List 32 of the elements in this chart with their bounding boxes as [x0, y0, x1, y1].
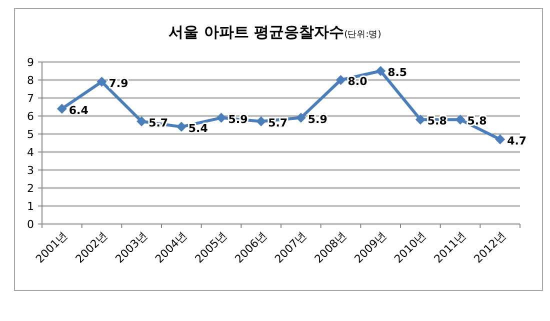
data-label: 5.8 [467, 114, 487, 128]
point [216, 112, 226, 123]
chart-subtitle: (단위:명) [344, 30, 382, 40]
point [415, 114, 426, 125]
y-tick-label: 3 [27, 164, 34, 177]
y-tick-label: 4 [27, 146, 34, 159]
data-label: 4.7 [507, 134, 527, 148]
y-tick-label: 0 [27, 218, 34, 231]
chart-title: 서울 아파트 평균응찰자수 [168, 23, 344, 41]
y-tick-label: 1 [27, 200, 34, 213]
data-label: 5.9 [308, 112, 328, 126]
point [455, 114, 466, 125]
y-tick-label: 5 [27, 128, 34, 141]
y-tick-label: 9 [27, 56, 34, 69]
data-label: 8.0 [348, 75, 368, 88]
data-label: 7.9 [108, 76, 128, 90]
point [336, 75, 346, 85]
y-tick-label: 7 [27, 92, 34, 105]
point [136, 116, 147, 126]
y-tick-label: 2 [27, 182, 34, 195]
point [96, 76, 107, 87]
data-label: 8.5 [388, 66, 408, 79]
point [376, 66, 386, 76]
point [176, 122, 186, 132]
point [256, 116, 266, 126]
point [495, 134, 506, 144]
data-label: 6.4 [68, 104, 89, 117]
point [296, 112, 306, 123]
point [56, 104, 67, 114]
y-tick-label: 8 [27, 74, 34, 87]
data-label: 5.4 [188, 122, 208, 135]
y-tick-label: 6 [27, 110, 34, 123]
